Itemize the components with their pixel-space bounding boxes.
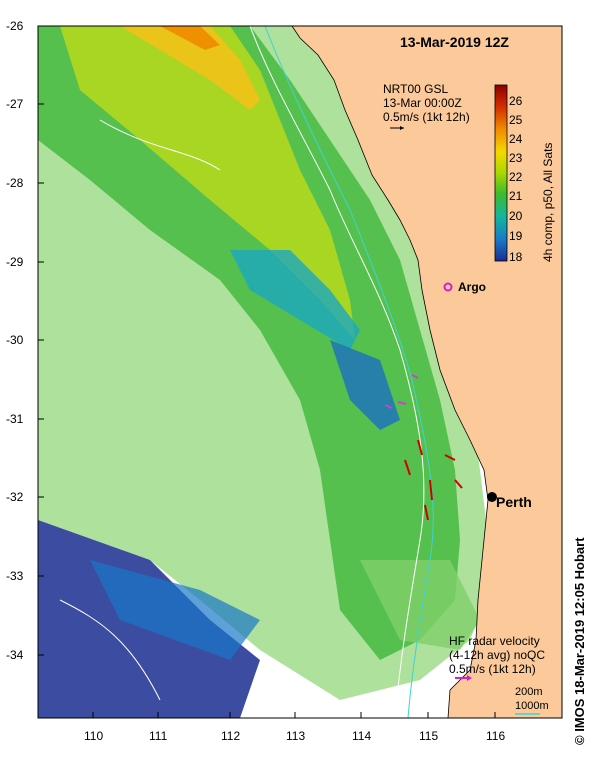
lon-tick: 114 bbox=[352, 729, 371, 743]
colorbar-tick: 26 bbox=[509, 94, 523, 108]
perth-label: Perth bbox=[496, 494, 532, 510]
colorbar-tick: 19 bbox=[509, 229, 523, 243]
hf-radar-reference-arrow-icon bbox=[455, 675, 472, 681]
lon-tick: 115 bbox=[419, 729, 438, 743]
lat-tick: -30 bbox=[6, 333, 24, 347]
contour-1000m-label: 1000m bbox=[515, 700, 549, 712]
colorbar-tick: 18 bbox=[509, 250, 523, 264]
perth-marker-icon bbox=[487, 492, 497, 502]
credit-text: © IMOS 18-Mar-2019 12:05 Hobart bbox=[572, 537, 587, 745]
hf-radar-vectors-north bbox=[384, 374, 419, 409]
longitude-axis: 110 111 112 113 114 115 116 bbox=[84, 712, 505, 743]
colorbar-tick: 23 bbox=[509, 151, 523, 165]
sst-field bbox=[38, 26, 486, 718]
colorbar-tick: 22 bbox=[509, 170, 523, 184]
hf-radar-line2: (4-12h avg) noQC bbox=[449, 648, 545, 662]
colorbar-tick: 25 bbox=[509, 113, 523, 127]
colorbar-tick: 21 bbox=[509, 189, 523, 203]
ghrsst-line1: NRT00 GSL bbox=[383, 82, 448, 96]
lat-tick: -26 bbox=[6, 19, 24, 33]
argo-label: Argo bbox=[458, 280, 486, 294]
colorbar bbox=[494, 84, 508, 262]
lat-tick: -32 bbox=[6, 490, 24, 504]
colorbar-tick: 24 bbox=[509, 132, 523, 146]
latitude-axis: -26 -27 -28 -29 -30 -31 -32 -33 -34 bbox=[6, 19, 44, 662]
lon-tick: 113 bbox=[286, 729, 305, 743]
ghrsst-line2: 13-Mar 00:00Z bbox=[383, 96, 462, 110]
map-title: 13-Mar-2019 12Z bbox=[400, 34, 509, 50]
lon-tick: 112 bbox=[221, 729, 240, 743]
lat-tick: -34 bbox=[6, 648, 24, 662]
lat-tick: -28 bbox=[6, 176, 24, 190]
argo-marker-icon bbox=[443, 282, 453, 292]
lon-tick: 116 bbox=[486, 729, 505, 743]
plot-frame bbox=[37, 25, 563, 719]
bathymetry-contours bbox=[59, 26, 434, 718]
ghrsst-line3: 0.5m/s (1kt 12h) bbox=[383, 110, 470, 124]
contour-200m-label: 200m bbox=[515, 686, 543, 698]
lon-tick: 110 bbox=[84, 729, 103, 743]
lat-tick: -27 bbox=[6, 97, 24, 111]
colorbar-tick: 20 bbox=[509, 209, 523, 223]
lon-tick: 111 bbox=[149, 729, 168, 743]
colorbar-ticks: 26 25 24 23 22 21 20 19 18 bbox=[509, 94, 523, 264]
colorbar-label: 4h comp, p50, All Sats bbox=[541, 143, 555, 262]
hf-radar-vectors bbox=[404, 439, 463, 521]
lat-tick: -31 bbox=[6, 412, 24, 426]
hf-radar-line3: 0.5m/s (1kt 12h) bbox=[449, 662, 536, 676]
reference-arrow-icon bbox=[390, 126, 404, 130]
land-western-australia bbox=[291, 26, 562, 718]
lat-tick: -29 bbox=[6, 255, 24, 269]
lat-tick: -33 bbox=[6, 569, 24, 583]
hf-radar-line1: HF radar velocity bbox=[449, 634, 540, 648]
